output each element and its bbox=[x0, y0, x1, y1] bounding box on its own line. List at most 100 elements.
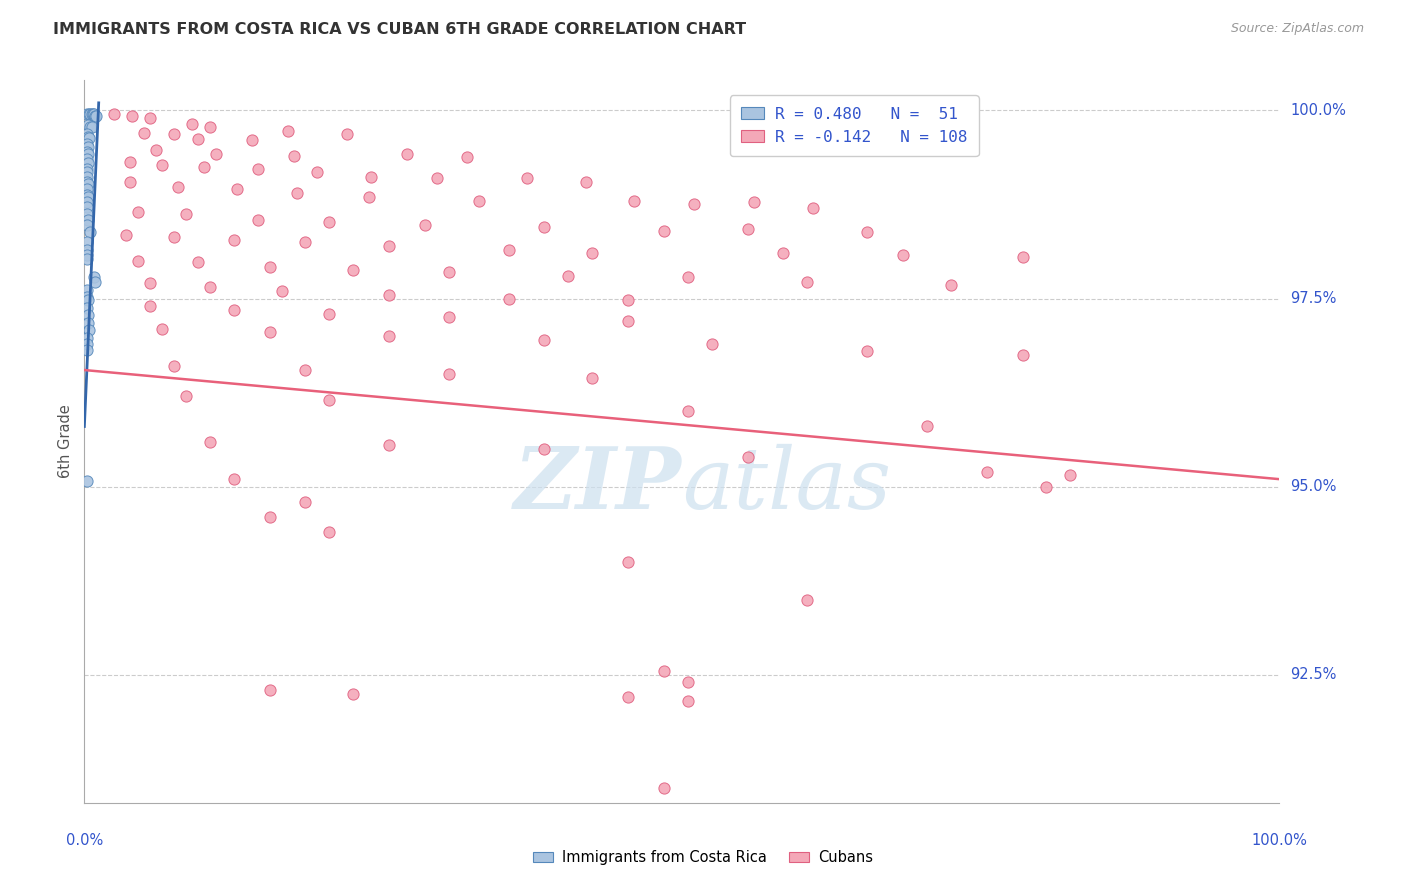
Point bbox=[187, 132, 209, 146]
Point bbox=[76, 243, 98, 257]
Point bbox=[307, 165, 329, 179]
Point bbox=[79, 225, 101, 239]
Point bbox=[676, 675, 699, 690]
Point bbox=[652, 664, 675, 678]
Point bbox=[77, 147, 100, 161]
Point bbox=[939, 278, 962, 293]
Point bbox=[76, 137, 98, 152]
Point bbox=[76, 128, 98, 142]
Point bbox=[581, 246, 603, 260]
Point bbox=[76, 283, 98, 297]
Point bbox=[378, 438, 401, 452]
Point bbox=[82, 107, 104, 121]
Point bbox=[118, 175, 141, 189]
Text: 0.0%: 0.0% bbox=[66, 833, 103, 848]
Point bbox=[676, 270, 699, 285]
Point bbox=[617, 555, 640, 569]
Point bbox=[426, 171, 449, 186]
Point bbox=[294, 235, 316, 249]
Point bbox=[76, 162, 98, 177]
Point bbox=[617, 690, 640, 705]
Point bbox=[187, 255, 209, 269]
Point bbox=[76, 165, 98, 179]
Point bbox=[84, 275, 107, 289]
Legend: R = 0.480   N =  51, R = -0.142   N = 108: R = 0.480 N = 51, R = -0.142 N = 108 bbox=[730, 95, 979, 156]
Point bbox=[617, 293, 640, 307]
Point bbox=[118, 154, 141, 169]
Point bbox=[1059, 468, 1081, 483]
Point bbox=[796, 592, 818, 607]
Point bbox=[198, 434, 221, 449]
Point bbox=[1011, 348, 1033, 362]
Point bbox=[796, 275, 818, 289]
Point bbox=[103, 107, 125, 121]
Point bbox=[437, 367, 460, 381]
Point bbox=[891, 248, 914, 262]
Point bbox=[76, 331, 98, 345]
Point bbox=[76, 218, 98, 232]
Point bbox=[226, 182, 249, 196]
Point bbox=[132, 126, 156, 140]
Point bbox=[516, 171, 538, 186]
Point bbox=[246, 212, 269, 227]
Text: 95.0%: 95.0% bbox=[1291, 479, 1337, 494]
Point bbox=[76, 235, 98, 249]
Point bbox=[115, 227, 138, 242]
Text: 97.5%: 97.5% bbox=[1291, 291, 1337, 306]
Point bbox=[318, 307, 340, 321]
Point bbox=[976, 465, 998, 479]
Point bbox=[413, 218, 436, 232]
Text: IMMIGRANTS FROM COSTA RICA VS CUBAN 6TH GRADE CORRELATION CHART: IMMIGRANTS FROM COSTA RICA VS CUBAN 6TH … bbox=[53, 22, 747, 37]
Point bbox=[163, 230, 186, 244]
Point bbox=[76, 474, 98, 488]
Point bbox=[83, 270, 105, 285]
Point bbox=[77, 177, 100, 191]
Point bbox=[856, 344, 879, 359]
Point bbox=[581, 370, 603, 384]
Point bbox=[193, 160, 215, 174]
Point bbox=[856, 225, 879, 239]
Point bbox=[533, 442, 555, 456]
Point bbox=[76, 175, 98, 189]
Point bbox=[803, 201, 825, 215]
Point bbox=[533, 220, 555, 235]
Point bbox=[181, 117, 204, 131]
Point bbox=[84, 109, 107, 123]
Legend: Immigrants from Costa Rica, Cubans: Immigrants from Costa Rica, Cubans bbox=[527, 845, 879, 871]
Point bbox=[259, 509, 281, 524]
Point bbox=[77, 119, 100, 133]
Point bbox=[86, 109, 108, 123]
Point bbox=[139, 277, 162, 291]
Point bbox=[575, 175, 598, 189]
Point bbox=[150, 158, 173, 172]
Point bbox=[76, 301, 98, 315]
Point bbox=[76, 107, 98, 121]
Point bbox=[76, 207, 98, 221]
Point bbox=[76, 187, 98, 202]
Point bbox=[150, 321, 173, 335]
Point bbox=[342, 263, 364, 277]
Point bbox=[437, 310, 460, 325]
Point bbox=[139, 299, 162, 313]
Text: 92.5%: 92.5% bbox=[1291, 667, 1337, 682]
Point bbox=[396, 147, 419, 161]
Point bbox=[498, 243, 520, 257]
Point bbox=[277, 124, 299, 138]
Point bbox=[76, 200, 98, 214]
Point bbox=[121, 109, 143, 123]
Point bbox=[77, 293, 100, 307]
Point bbox=[222, 233, 245, 247]
Point bbox=[127, 205, 149, 219]
Point bbox=[163, 359, 186, 374]
Point bbox=[79, 120, 101, 134]
Point bbox=[77, 212, 100, 227]
Point bbox=[77, 308, 100, 322]
Point bbox=[700, 336, 723, 351]
Point bbox=[259, 326, 281, 340]
Point bbox=[166, 180, 188, 194]
Point bbox=[378, 287, 401, 301]
Point bbox=[76, 248, 98, 262]
Text: Source: ZipAtlas.com: Source: ZipAtlas.com bbox=[1230, 22, 1364, 36]
Point bbox=[652, 224, 675, 238]
Point bbox=[283, 148, 305, 162]
